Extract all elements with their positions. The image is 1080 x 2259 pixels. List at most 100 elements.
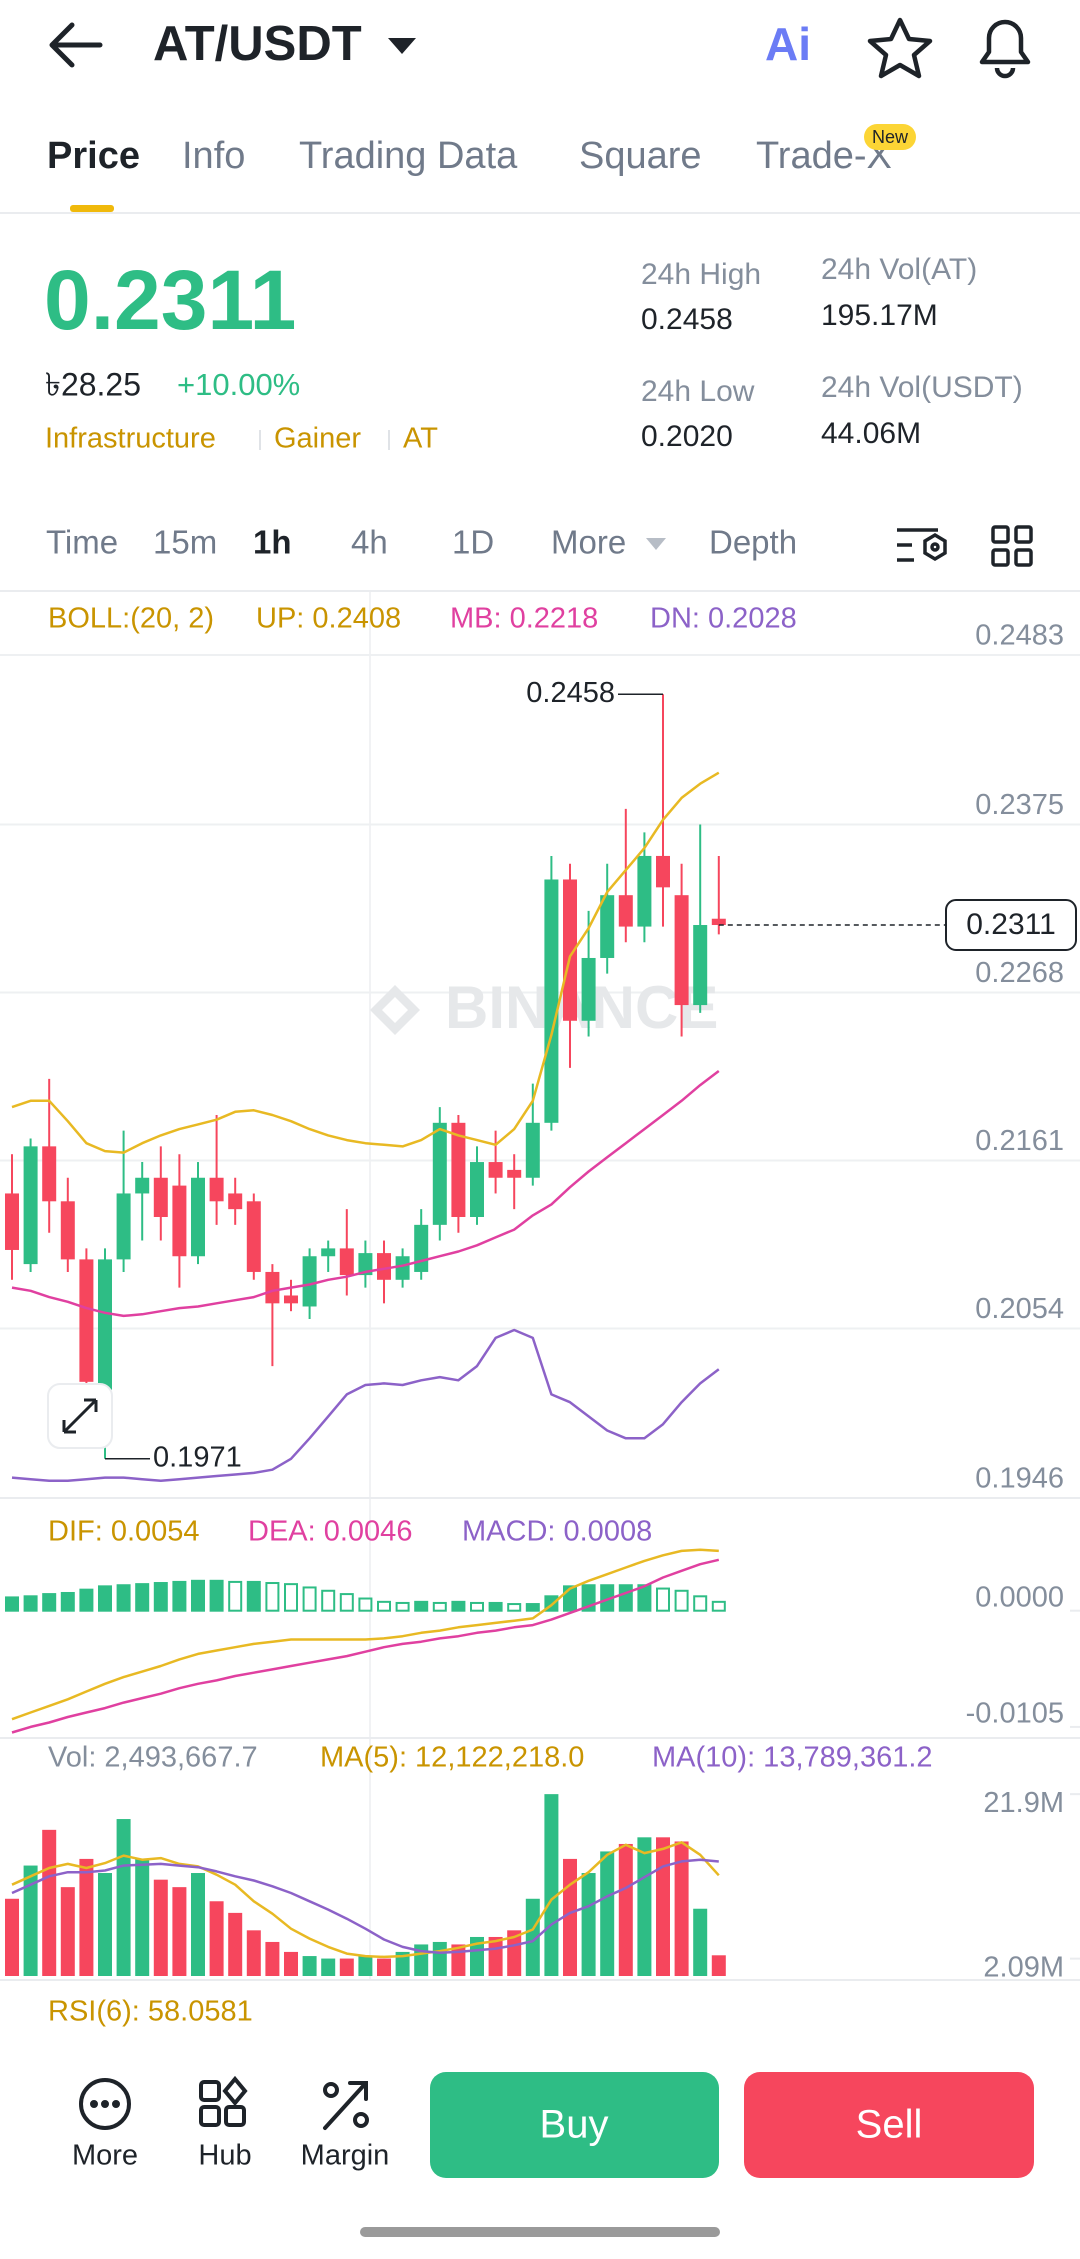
candle-body: [79, 1259, 94, 1382]
volume-bar: [5, 1898, 19, 1976]
alert-button[interactable]: [979, 19, 1031, 79]
back-button[interactable]: [49, 22, 103, 68]
volume-bar: [563, 1858, 577, 1976]
volume-bar: [191, 1873, 205, 1976]
more-icon[interactable]: [79, 2078, 131, 2130]
tab-indicator: [70, 205, 114, 212]
volume-bar: [637, 1837, 652, 1976]
interval[interactable]: 1D: [452, 524, 494, 561]
home-indicator: [360, 2227, 720, 2237]
volume-legend: MA(10): 13,789,361.2: [652, 1742, 933, 1774]
sell-label[interactable]: Sell: [856, 2103, 923, 2147]
more-dropdown[interactable]: [646, 538, 666, 550]
y-tick-label: 0.2375: [975, 789, 1064, 821]
volume-bar: [209, 1901, 224, 1976]
candle-body: [674, 895, 689, 1006]
candle-body: [135, 1177, 150, 1194]
action-bar: More Hub Margin: [72, 2140, 389, 2172]
macd-bar: [228, 1580, 243, 1612]
candle-body: [637, 855, 652, 927]
candle-body: [228, 1193, 243, 1210]
interval[interactable]: 1h: [253, 524, 292, 561]
candle-body: [60, 1201, 75, 1260]
volume-bar: [321, 1958, 336, 1976]
low-marker: 0.1971: [153, 1441, 242, 1473]
macd-bar: [191, 1579, 205, 1612]
tab[interactable]: Square: [579, 135, 702, 177]
candle-body: [302, 1256, 317, 1307]
hub-icon[interactable]: [199, 2075, 248, 2127]
stat-value: 0.2020: [641, 420, 733, 453]
macd-bar: [656, 1587, 670, 1612]
volume-legend: Vol: 2,493,667.7: [48, 1742, 258, 1774]
interval[interactable]: Depth: [709, 524, 797, 561]
nav-label[interactable]: More: [72, 2140, 138, 2172]
tag[interactable]: AT: [403, 423, 438, 455]
interval-bar: Time 15m 1h 4h 1D More Depth: [46, 524, 797, 561]
watermark-logo: [370, 985, 420, 1035]
macd-bar: [209, 1579, 224, 1612]
volume-bar: [339, 1958, 354, 1976]
interval[interactable]: 4h: [351, 524, 388, 561]
candle-body: [451, 1122, 466, 1217]
macd-bar: [432, 1601, 447, 1612]
price-change: +10.00%: [177, 367, 300, 402]
macd-bar: [414, 1600, 429, 1612]
settings-icon[interactable]: [897, 528, 947, 562]
favorite-button[interactable]: [867, 17, 933, 79]
interval[interactable]: 15m: [153, 524, 217, 561]
macd-bar: [302, 1586, 317, 1612]
tag[interactable]: Infrastructure: [45, 423, 216, 455]
candle-body: [191, 1177, 205, 1257]
macd-bar: [339, 1593, 354, 1612]
y-tick-label: 0.2161: [975, 1125, 1064, 1157]
buy-button[interactable]: [430, 2072, 719, 2178]
nav-label[interactable]: Hub: [198, 2140, 251, 2172]
dif-line: [11, 1548, 719, 1721]
pair-title[interactable]: AT/USDT: [153, 17, 362, 71]
interval[interactable]: Time: [46, 524, 118, 561]
y-tick-label: -0.0105: [966, 1698, 1064, 1730]
candle-body: [284, 1295, 298, 1304]
tab[interactable]: Price: [47, 135, 140, 177]
candle-body: [525, 1122, 540, 1178]
y-tick-label: 2.09M: [983, 1951, 1064, 1983]
volume-ma10: [11, 1858, 719, 1954]
tab[interactable]: Trading Data: [299, 135, 518, 177]
macd-bar: [98, 1585, 112, 1612]
boll-up: [11, 771, 720, 1154]
expand-icon[interactable]: [62, 1398, 98, 1434]
ai-button[interactable]: Ai: [765, 18, 811, 70]
layout-icon[interactable]: [991, 525, 1033, 567]
rsi-legend: RSI(6): 58.0581: [48, 1996, 253, 2028]
macd-bar: [395, 1601, 410, 1612]
macd-bar: [525, 1603, 540, 1612]
macd-bar: [674, 1589, 689, 1612]
candle-body: [246, 1201, 261, 1272]
y-tick-label: 0.2483: [975, 620, 1064, 652]
tab[interactable]: Info: [182, 135, 245, 177]
stat-label: 24h Vol(USDT): [821, 371, 1023, 404]
volume-bar: [581, 1873, 596, 1976]
tag[interactable]: Gainer: [274, 423, 361, 455]
margin-icon[interactable]: [323, 2081, 369, 2130]
macd-bar: [377, 1600, 391, 1612]
badge: [864, 124, 916, 150]
candle-body: [693, 925, 708, 1006]
volume-bar: [377, 1958, 391, 1976]
nav-label[interactable]: Margin: [301, 2140, 390, 2172]
candle-body: [209, 1177, 224, 1202]
candle-body: [600, 895, 615, 958]
volume-bar: [302, 1956, 317, 1976]
pair-dropdown[interactable]: [388, 38, 416, 54]
boll-legend: BOLL:(20, 2): [48, 603, 214, 635]
volume-bar: [42, 1829, 57, 1976]
candle-body: [395, 1256, 410, 1280]
candle-body: [358, 1253, 373, 1276]
sell-button[interactable]: [744, 2072, 1034, 2178]
macd-bar: [488, 1601, 503, 1612]
interval[interactable]: More: [551, 524, 626, 561]
buy-label[interactable]: Buy: [540, 2103, 609, 2147]
macd-bar: [284, 1583, 298, 1612]
